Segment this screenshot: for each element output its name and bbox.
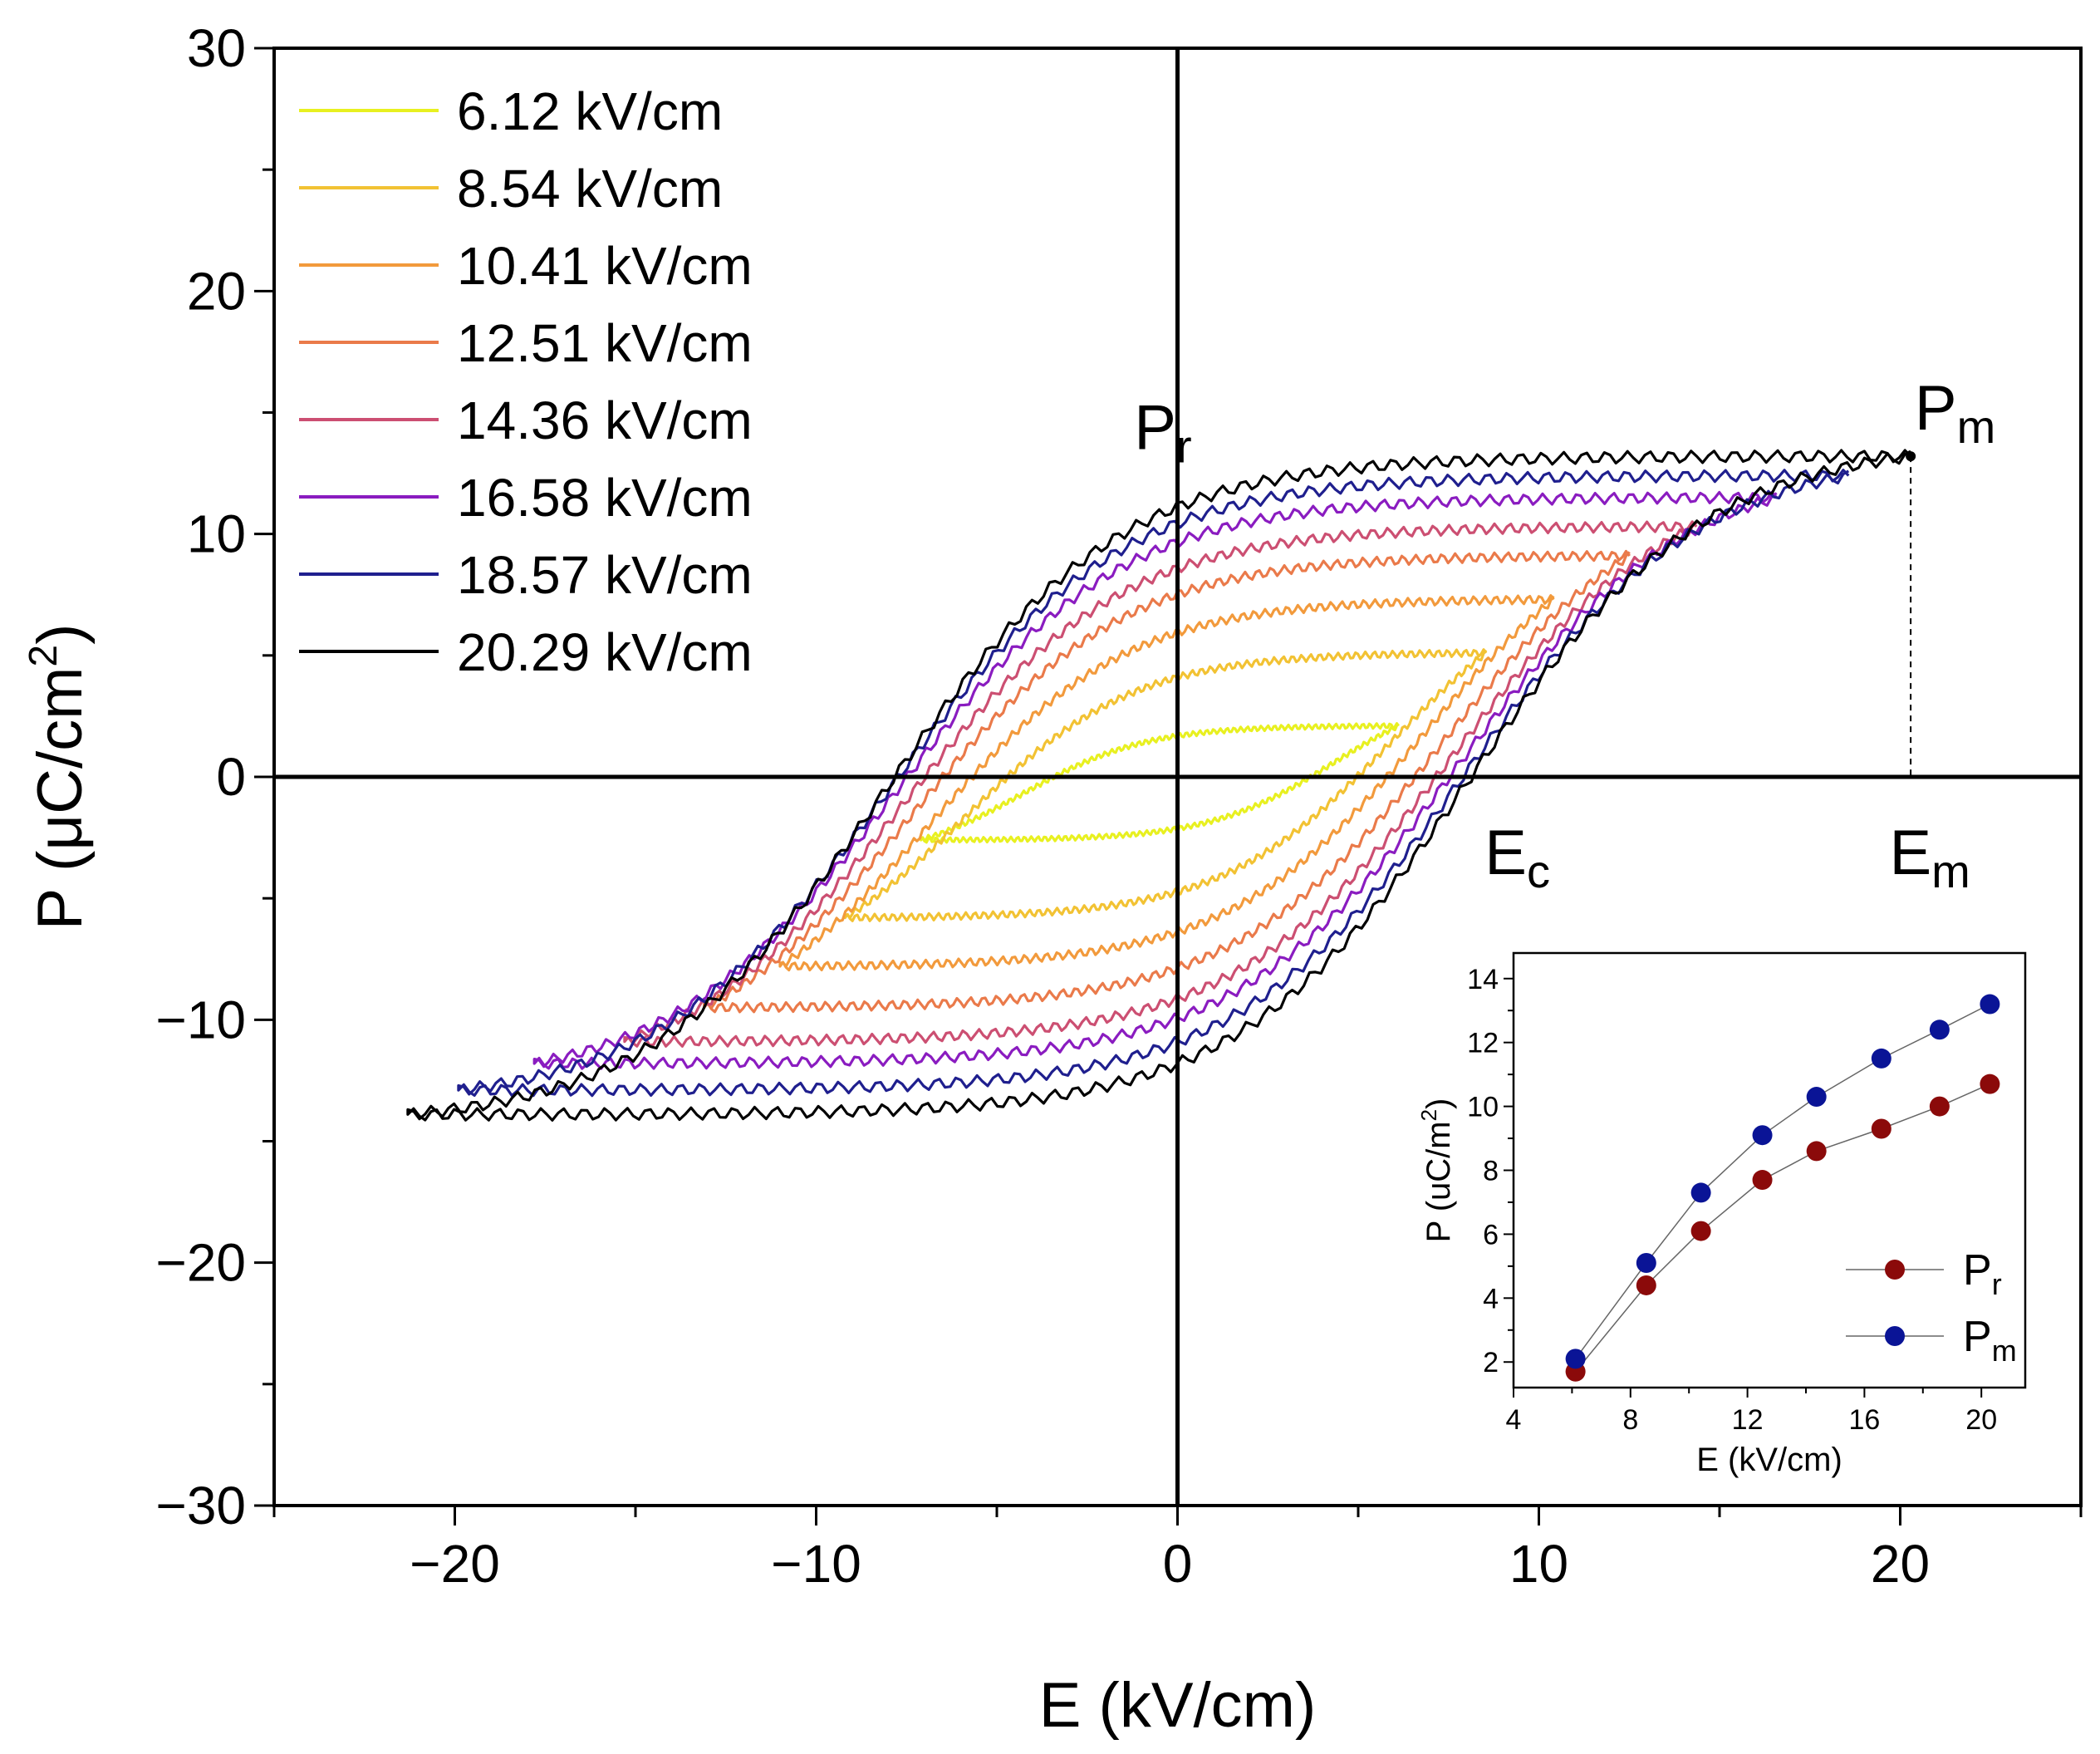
y-tick-label: −30 bbox=[155, 1476, 246, 1535]
legend-label-2: 10.41 kV/cm bbox=[457, 236, 753, 296]
inset-series-line-0 bbox=[1575, 1083, 1990, 1373]
x-tick-label: 10 bbox=[1509, 1534, 1568, 1594]
inset-point-0-3 bbox=[1752, 1170, 1773, 1191]
inset-legend-label-sub-0: r bbox=[1992, 1267, 2002, 1301]
inset-y-tick-label: 2 bbox=[1483, 1347, 1499, 1378]
loop-5 bbox=[532, 490, 1778, 1070]
legend-label-1: 8.54 kV/cm bbox=[457, 159, 723, 219]
loop-7 bbox=[406, 449, 1912, 1122]
loop-2 bbox=[778, 594, 1555, 972]
annotation-pm-sub: m bbox=[1957, 400, 1996, 453]
inset-point-1-1 bbox=[1636, 1253, 1656, 1274]
inset-legend-label-sub-1: m bbox=[1992, 1334, 2017, 1368]
inset-frame bbox=[1512, 951, 2027, 1389]
inset-point-0-6 bbox=[1929, 1096, 1950, 1117]
y-tick-label: −10 bbox=[155, 990, 246, 1049]
inset-y-tick-label: 8 bbox=[1483, 1156, 1499, 1187]
inset-y-tick-label: 4 bbox=[1483, 1283, 1499, 1314]
inset-point-1-4 bbox=[1806, 1087, 1827, 1108]
x-tick-label: 20 bbox=[1871, 1534, 1930, 1594]
inset-x-tick-label: 16 bbox=[1848, 1404, 1880, 1436]
y-axis-label: P (μC/cm2) bbox=[22, 624, 96, 931]
inset-point-0-5 bbox=[1871, 1118, 1891, 1139]
inset-x-tick-label: 12 bbox=[1732, 1404, 1764, 1436]
y-tick-label: 20 bbox=[187, 261, 246, 321]
loop-0 bbox=[920, 722, 1400, 844]
inset-x-tick-label: 4 bbox=[1506, 1404, 1522, 1436]
annotation-pr-sub: r bbox=[1176, 420, 1192, 472]
x-tick-label: 0 bbox=[1163, 1534, 1193, 1594]
inset-y-tick-label: 14 bbox=[1467, 964, 1499, 995]
inset-legend-marker-1 bbox=[1885, 1326, 1905, 1346]
inset-series-line-1 bbox=[1574, 1003, 1990, 1359]
legend: 6.12 kV/cm 8.54 kV/cm 10.41 kV/cm 12.51 kV/… bbox=[299, 81, 753, 682]
inset-y-tick-label: 12 bbox=[1467, 1028, 1499, 1059]
inset-point-1-2 bbox=[1690, 1182, 1711, 1203]
inset-point-0-2 bbox=[1690, 1221, 1711, 1241]
y-axis-label-tail: ) bbox=[25, 624, 96, 645]
inset-legend-label-0: Pr bbox=[1963, 1246, 2002, 1301]
annotation-pm: Pm bbox=[1915, 373, 1995, 453]
x-tick-label: −20 bbox=[410, 1534, 500, 1594]
inset-legend-label-main-1: P bbox=[1963, 1313, 1992, 1361]
annotation-pm-main: P bbox=[1915, 373, 1957, 444]
x-tick-label: −10 bbox=[771, 1534, 861, 1594]
annotation-ec-main: E bbox=[1484, 818, 1527, 888]
annotation-ec: Ec bbox=[1484, 818, 1550, 897]
inset-point-1-7 bbox=[1980, 994, 2000, 1015]
pm-point bbox=[1906, 451, 1916, 462]
loop-1 bbox=[843, 648, 1488, 922]
inset-point-0-4 bbox=[1806, 1141, 1827, 1162]
inset-legend-marker-0 bbox=[1885, 1260, 1905, 1280]
y-axis-label-main: P (μC/cm bbox=[25, 667, 96, 931]
annotation-em-sub: m bbox=[1931, 845, 1970, 897]
inset-point-0-7 bbox=[1980, 1074, 2000, 1094]
inset-y-axis-label-tail: ) bbox=[1420, 1098, 1457, 1109]
y-tick-label: −20 bbox=[155, 1233, 246, 1293]
annotation-pr-main: P bbox=[1134, 392, 1176, 463]
y-tick-label: 30 bbox=[187, 18, 246, 78]
annotation-pr: Pr bbox=[1134, 392, 1191, 472]
inset-x-axis-label: E (kV/cm) bbox=[1696, 1442, 1842, 1478]
inset-point-1-5 bbox=[1871, 1048, 1891, 1069]
inset-x-tick-label: 8 bbox=[1622, 1404, 1638, 1436]
y-axis-label-sup: 2 bbox=[22, 645, 66, 667]
loop-6 bbox=[457, 469, 1850, 1098]
inset-y-axis-label-sup: 2 bbox=[1416, 1109, 1441, 1121]
inset-x-tick-label: 20 bbox=[1965, 1404, 1997, 1436]
legend-label-7: 20.29 kV/cm bbox=[457, 622, 753, 682]
inset-y-tick-label: 6 bbox=[1483, 1219, 1499, 1250]
inset-point-1-3 bbox=[1752, 1125, 1773, 1146]
inset-legend-label-main-0: P bbox=[1963, 1246, 1992, 1295]
loop-3 bbox=[703, 549, 1631, 1014]
legend-label-0: 6.12 kV/cm bbox=[457, 81, 723, 141]
hysteresis-loops bbox=[406, 449, 1912, 1122]
annotation-em: Em bbox=[1889, 818, 1970, 897]
loop-4 bbox=[623, 520, 1698, 1048]
y-tick-label: 0 bbox=[216, 747, 246, 807]
legend-label-6: 18.57 kV/cm bbox=[457, 545, 753, 605]
inset-point-0-1 bbox=[1636, 1275, 1656, 1295]
inset-y-axis-label: P (uC/m2) bbox=[1416, 1098, 1457, 1243]
inset-point-1-0 bbox=[1565, 1349, 1586, 1369]
y-tick-label: 10 bbox=[187, 504, 246, 564]
inset-legend-label-1: Pm bbox=[1963, 1313, 2017, 1368]
annotation-ec-sub: c bbox=[1527, 845, 1550, 897]
x-axis-label: E (kV/cm) bbox=[1039, 1670, 1317, 1741]
inset-point-1-6 bbox=[1929, 1019, 1950, 1040]
inset-y-tick-label: 10 bbox=[1467, 1092, 1499, 1123]
legend-label-4: 14.36 kV/cm bbox=[457, 391, 753, 450]
legend-label-5: 16.58 kV/cm bbox=[457, 468, 753, 528]
annotation-em-main: E bbox=[1889, 818, 1931, 888]
legend-label-3: 12.51 kV/cm bbox=[457, 313, 753, 373]
main-chart: −20 −10 0 10 20 −30 −20 −10 0 10 20 30 E (kV/cm) P (μ… bbox=[22, 18, 2083, 1741]
inset-y-axis-label-main: P (uC/m bbox=[1420, 1121, 1457, 1242]
